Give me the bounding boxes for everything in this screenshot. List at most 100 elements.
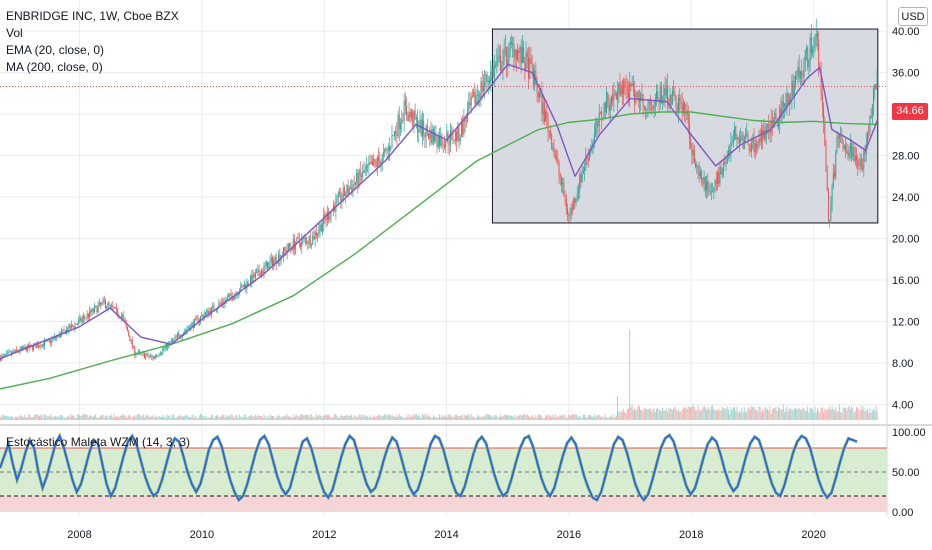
volume-bar [359, 414, 361, 420]
candle-body [470, 96, 472, 106]
candle-body [307, 243, 309, 244]
candle-body [517, 50, 519, 60]
volume-bar [802, 408, 804, 420]
volume-bar [78, 414, 80, 420]
candle-body [83, 316, 85, 319]
candle-body [181, 335, 183, 338]
candle-body [241, 284, 243, 286]
volume-bar [94, 415, 95, 420]
volume-bar [196, 417, 198, 420]
candle-body [813, 46, 815, 49]
candle-body [367, 165, 369, 167]
volume-bar [353, 415, 355, 420]
candle-body [727, 150, 729, 154]
candle-body [48, 339, 50, 341]
price-tick-label: 20.00 [892, 234, 920, 246]
volume-bar [659, 410, 661, 420]
volume-bar [352, 417, 354, 420]
volume-bar [565, 417, 567, 420]
volume-bar [264, 416, 266, 420]
candle-body [680, 101, 682, 103]
volume-bar [684, 408, 686, 420]
volume-bar [178, 415, 180, 420]
volume-bar [273, 415, 275, 420]
volume-bar [825, 409, 827, 420]
candle-body [243, 284, 245, 288]
candle-body [152, 356, 154, 359]
volume-bar [786, 406, 788, 420]
candle-body [357, 173, 359, 187]
candle-body [207, 310, 209, 316]
volume-bar [777, 406, 779, 420]
volume-bar [657, 407, 659, 420]
candle-body [785, 103, 787, 110]
volume-bar [73, 415, 75, 420]
candle-body [242, 285, 244, 288]
candle-body [390, 147, 392, 151]
candle-body [660, 86, 662, 103]
volume-bar [134, 414, 136, 420]
volume-bar [476, 414, 478, 420]
candle-body [218, 303, 220, 308]
volume-bar [129, 414, 131, 420]
candle-body [492, 69, 494, 77]
candle-body [579, 174, 581, 191]
volume-bar [90, 415, 92, 420]
candle-body [692, 149, 694, 155]
volume-bar [682, 407, 684, 420]
volume-bar [225, 415, 227, 420]
volume-bar [268, 417, 270, 420]
candle-body [445, 141, 447, 147]
volume-bar [599, 416, 601, 420]
candle-body [715, 180, 717, 184]
volume-bar [568, 414, 570, 420]
volume-bar [489, 414, 490, 420]
volume-bar [396, 415, 398, 420]
volume-bar [809, 407, 811, 420]
volume-bar [152, 415, 154, 420]
volume-bar [574, 414, 576, 420]
volume-bar [174, 417, 176, 420]
volume-bar [724, 408, 726, 420]
volume-bar [301, 414, 303, 420]
candle-body [343, 187, 345, 197]
volume-bar [768, 410, 770, 420]
candle-body [222, 302, 223, 304]
volume-bar [588, 415, 590, 420]
volume-bar [806, 410, 807, 420]
candle-body [873, 88, 875, 105]
volume-bar [801, 409, 803, 420]
volume-bar [529, 417, 531, 420]
candle-body [669, 94, 671, 106]
volume-bar [482, 417, 484, 420]
candle-body [862, 167, 864, 170]
volume-bar [217, 414, 219, 420]
candle-body [564, 196, 566, 200]
volume-bar [168, 415, 170, 420]
volume-bar [382, 415, 384, 420]
candle-body [451, 130, 453, 132]
volume-bar [501, 417, 503, 420]
candle-body [610, 96, 612, 105]
candle-body [609, 104, 611, 112]
currency-button[interactable]: USD [898, 7, 928, 26]
candle-body [708, 189, 710, 193]
volume-bar [677, 409, 679, 420]
candle-body [432, 129, 434, 142]
candle-body [629, 83, 631, 99]
candle-body [541, 93, 543, 115]
volume-bar [712, 405, 714, 420]
volume-bar [680, 411, 682, 420]
volume-bar [229, 415, 231, 420]
candle-body [632, 83, 634, 92]
candle-body [122, 315, 124, 316]
candle-body [202, 315, 204, 319]
volume-bar [328, 414, 330, 420]
volume-bar [601, 416, 603, 420]
candle-body [771, 119, 773, 127]
volume-bar [187, 416, 189, 420]
candle-body [625, 85, 627, 88]
candle-body [791, 80, 793, 98]
candle-body [601, 112, 603, 120]
